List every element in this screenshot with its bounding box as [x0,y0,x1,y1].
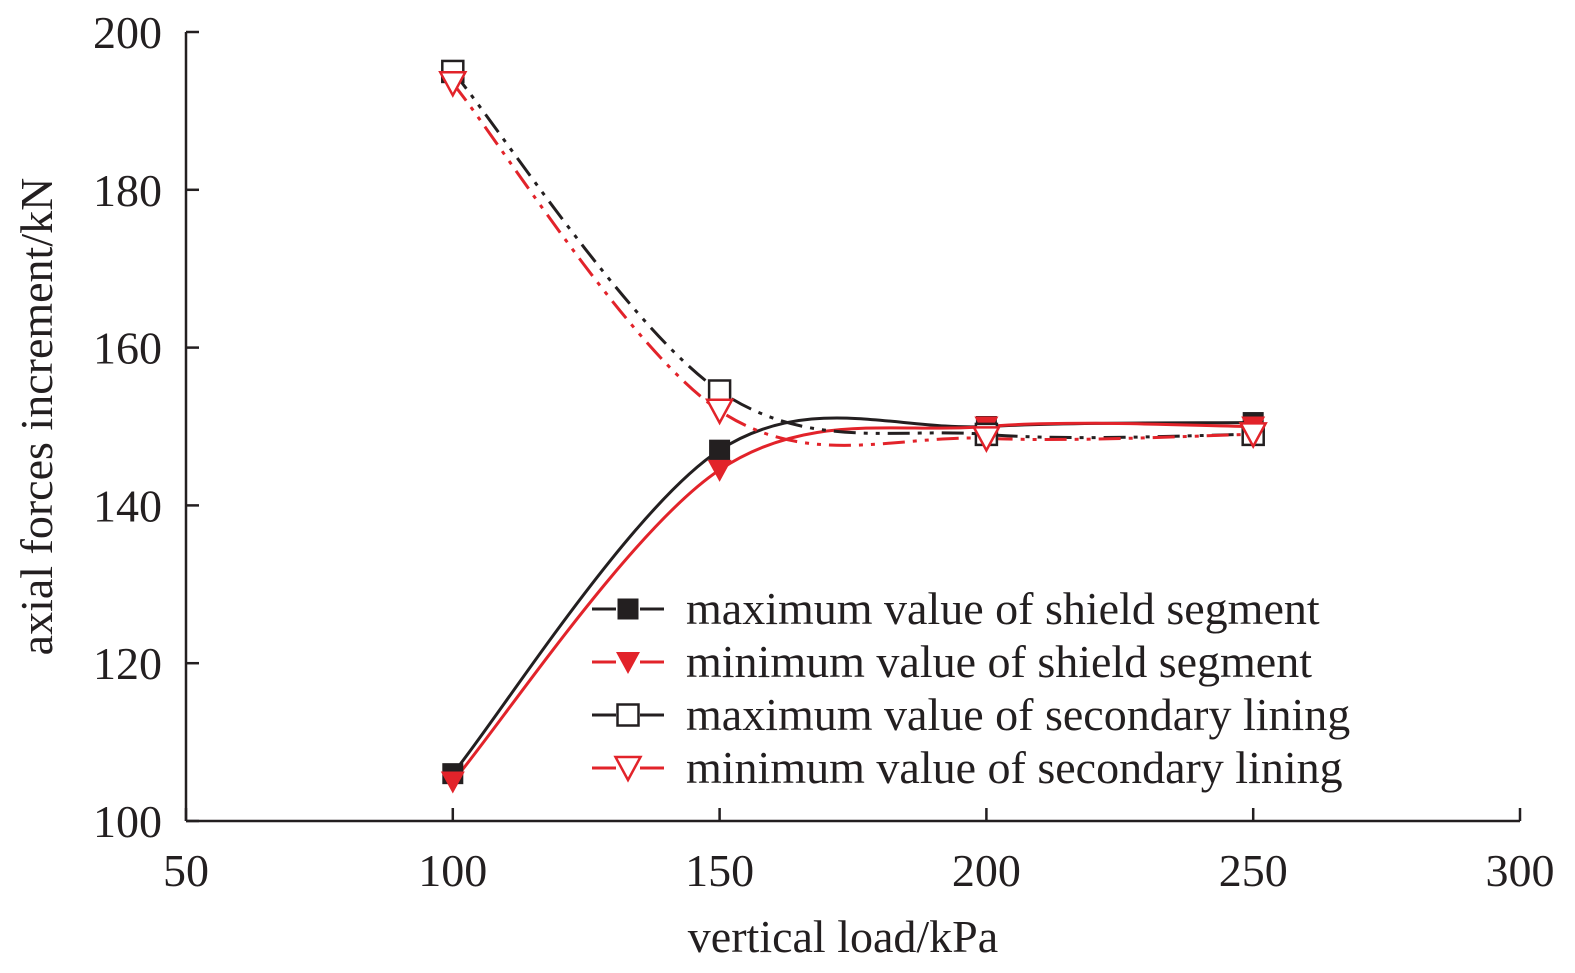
series-4-point [438,71,468,98]
series-lines [451,70,1254,783]
y-tick-label: 180 [93,165,162,216]
legend-marker [613,755,643,783]
x-tick-label: 200 [952,845,1021,896]
series-4-point [704,398,735,426]
x-ticks: 50 100 150 200 250 300 [163,808,1555,896]
legend-label: minimum value of shield segment [686,636,1312,687]
x-tick-label: 250 [1219,845,1288,896]
x-tick-label: 300 [1486,845,1555,896]
x-tick-label: 150 [685,845,754,896]
series-line-2 [451,421,1254,783]
y-ticks: 100 120 140 160 180 200 [93,7,199,847]
y-axis-title: axial forces increment/kN [11,178,62,656]
x-axis-title: vertical load/kPa [688,911,998,962]
y-tick-label: 100 [93,796,162,847]
legend-label: maximum value of secondary lining [686,689,1350,740]
series-line-3 [451,70,1254,440]
series-line-4 [451,82,1254,447]
series-1-point [709,439,731,461]
series-3-point [707,379,732,403]
x-tick-label: 100 [418,845,487,896]
legend-item-1: maximum value of shield segment [592,583,1320,634]
legend-item-2: minimum value of shield segment [592,636,1312,687]
series-2-point [440,771,465,794]
series-4-point [1238,422,1268,450]
legend-item-3: maximum value of secondary lining [592,689,1350,740]
series-4-point [971,426,1002,453]
y-tick-label: 140 [93,480,162,531]
y-tick-label: 120 [93,638,162,689]
legend-label: maximum value of shield segment [686,583,1320,634]
series-2-point [707,459,732,482]
legend-label: minimum value of secondary lining [686,742,1343,793]
x-tick-label: 50 [163,845,209,896]
y-tick-label: 200 [93,7,162,58]
axes [184,32,1520,823]
legend-marker [616,703,640,727]
legend-item-4: minimum value of secondary lining [592,742,1343,793]
legend-marker [617,598,639,620]
series-markers [438,59,1268,794]
y-tick-label: 160 [93,323,162,374]
legend-marker [616,652,640,674]
